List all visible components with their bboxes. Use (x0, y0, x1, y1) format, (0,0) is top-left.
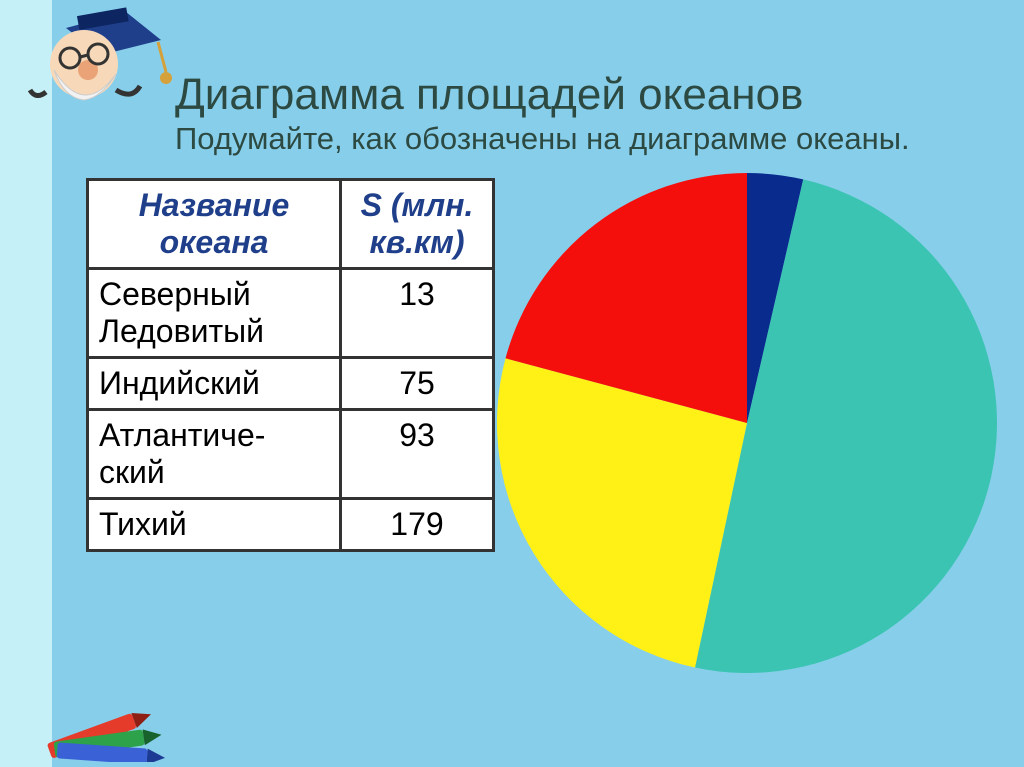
cell-ocean-area: 75 (341, 358, 494, 410)
cell-ocean-name: Тихий (88, 499, 341, 551)
table-row: Тихий 179 (88, 499, 494, 551)
th-ocean-name: Название океана (88, 180, 341, 269)
cell-ocean-area: 179 (341, 499, 494, 551)
cell-ocean-name: Индийский (88, 358, 341, 410)
table-row: Атлантиче-ский 93 (88, 410, 494, 499)
cell-ocean-name: Северный Ледовитый (88, 269, 341, 358)
slide: Диаграмма площадей океанов Подумайте, ка… (0, 0, 1024, 767)
cell-ocean-name: Атлантиче-ский (88, 410, 341, 499)
table-row: Северный Ледовитый 13 (88, 269, 494, 358)
th-ocean-area: S (млн. кв.км) (341, 180, 494, 269)
cell-ocean-area: 13 (341, 269, 494, 358)
crayons-icon (40, 672, 180, 767)
ocean-table: Название океана S (млн. кв.км) Северный … (86, 178, 495, 552)
title-sub: Подумайте, как обозначены на диаграмме о… (175, 121, 995, 157)
ocean-pie-chart (492, 168, 1002, 683)
professor-mascot-icon (6, 0, 186, 125)
table-row: Индийский 75 (88, 358, 494, 410)
title-main: Диаграмма площадей океанов (175, 70, 995, 121)
cell-ocean-area: 93 (341, 410, 494, 499)
slide-title: Диаграмма площадей океанов Подумайте, ка… (175, 70, 995, 156)
